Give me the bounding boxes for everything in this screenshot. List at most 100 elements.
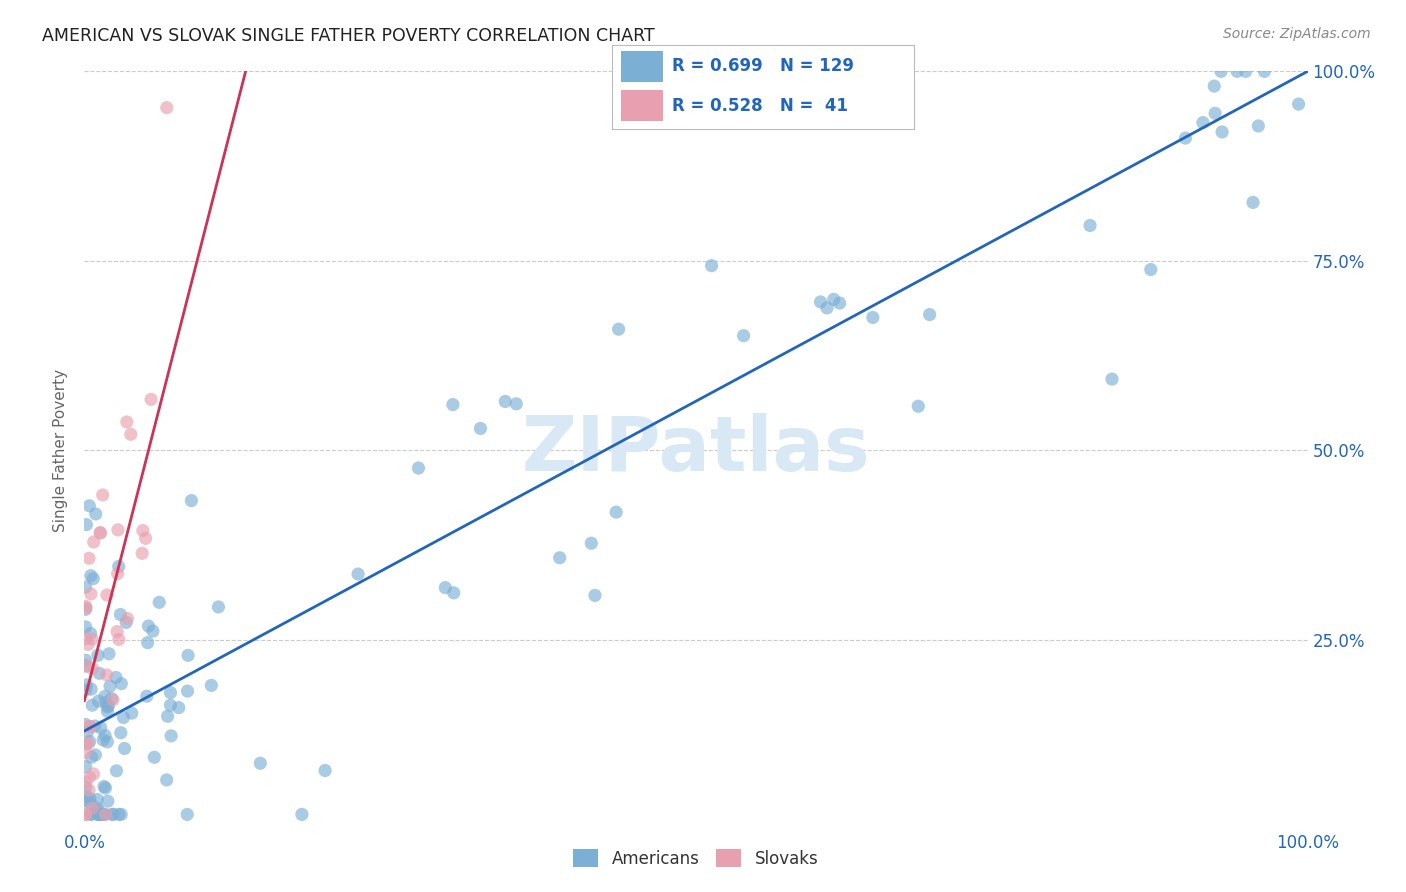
Text: R = 0.699   N = 129: R = 0.699 N = 129 — [672, 57, 853, 75]
Point — [159, 698, 181, 713]
Point — [75, 807, 97, 822]
Point — [77, 499, 100, 513]
Point — [105, 764, 128, 778]
Point — [100, 691, 122, 706]
Point — [581, 536, 603, 550]
Point — [132, 524, 155, 538]
Point — [82, 698, 104, 713]
Point — [101, 693, 124, 707]
Point — [76, 659, 98, 673]
Point — [79, 719, 101, 733]
Point — [1253, 64, 1275, 78]
Point — [291, 807, 314, 822]
Point — [75, 517, 97, 532]
Point — [112, 710, 135, 724]
Point — [1174, 131, 1197, 145]
Point — [131, 546, 153, 560]
Point — [97, 698, 120, 713]
Point — [117, 611, 139, 625]
Point — [80, 750, 103, 764]
Point — [96, 704, 118, 718]
Point — [75, 682, 97, 697]
Point — [77, 551, 100, 566]
FancyBboxPatch shape — [620, 52, 664, 82]
Point — [605, 505, 627, 519]
Point — [548, 550, 571, 565]
Point — [862, 310, 884, 325]
Point — [101, 807, 124, 822]
Point — [136, 635, 159, 649]
Point — [75, 602, 97, 616]
Point — [94, 695, 117, 709]
Point — [110, 607, 132, 622]
Point — [96, 700, 118, 714]
Point — [90, 721, 112, 735]
Point — [1192, 115, 1215, 129]
Point — [1234, 64, 1257, 78]
Point — [815, 301, 838, 315]
Point — [105, 624, 128, 639]
Point — [80, 807, 103, 822]
Point — [408, 461, 430, 475]
Point — [107, 807, 129, 822]
Point — [159, 685, 181, 699]
Point — [76, 725, 98, 739]
Point — [104, 670, 127, 684]
Point — [434, 581, 457, 595]
Point — [96, 735, 118, 749]
Point — [90, 807, 112, 822]
Point — [79, 719, 101, 733]
Point — [91, 733, 114, 747]
Point — [1101, 372, 1123, 386]
Point — [121, 706, 143, 720]
Point — [75, 599, 97, 614]
Point — [347, 567, 370, 582]
Point — [98, 679, 121, 693]
Point — [79, 770, 101, 784]
Point — [1211, 125, 1233, 139]
Point — [93, 807, 115, 822]
Point — [148, 595, 170, 609]
Point — [115, 415, 138, 429]
Point — [107, 566, 129, 581]
Point — [110, 676, 132, 690]
Point — [1078, 219, 1101, 233]
Point — [160, 729, 183, 743]
Point — [156, 101, 179, 115]
Point — [441, 398, 464, 412]
Point — [103, 807, 125, 822]
Point — [87, 807, 110, 822]
Point — [87, 804, 110, 818]
Point — [94, 807, 117, 822]
Point — [156, 709, 179, 723]
Point — [75, 620, 97, 634]
Point — [143, 750, 166, 764]
Point — [80, 632, 103, 646]
Point — [89, 666, 111, 681]
Point — [249, 756, 271, 771]
Point — [167, 700, 190, 714]
Point — [918, 308, 941, 322]
Point — [107, 559, 129, 574]
Point — [87, 694, 110, 708]
Point — [75, 580, 97, 594]
Point — [89, 525, 111, 540]
Point — [177, 648, 200, 663]
Point — [828, 296, 851, 310]
Point — [142, 624, 165, 638]
Point — [75, 760, 97, 774]
Point — [84, 507, 107, 521]
Point — [94, 780, 117, 795]
Point — [75, 653, 97, 667]
Point — [200, 678, 222, 692]
Point — [75, 632, 97, 646]
Point — [1204, 79, 1226, 94]
Point — [607, 322, 630, 336]
Y-axis label: Single Father Poverty: Single Father Poverty — [53, 369, 69, 532]
Point — [79, 791, 101, 805]
Point — [1247, 119, 1270, 133]
Point — [207, 599, 229, 614]
Point — [120, 427, 142, 442]
Point — [83, 719, 105, 733]
Point — [82, 662, 104, 676]
